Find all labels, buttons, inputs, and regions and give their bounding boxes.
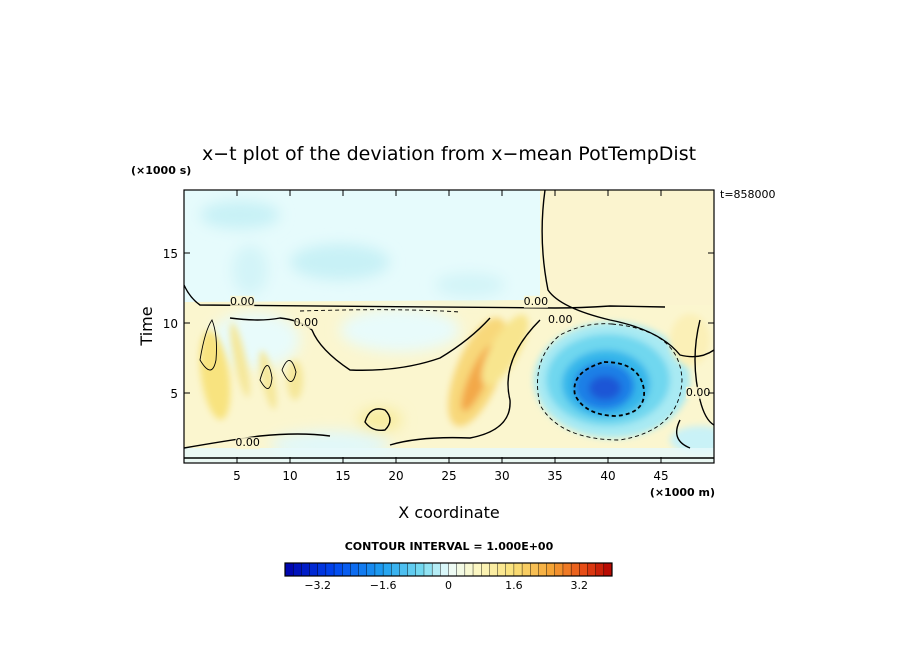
y-axis: 5 10 15 [163, 247, 714, 401]
colorbar-swatch [530, 562, 539, 577]
chart-title: x−t plot of the deviation from x−mean Po… [202, 143, 696, 165]
contour-label-bg [686, 386, 711, 399]
colorbar-swatch [546, 562, 556, 577]
x-axis-label: X coordinate [398, 503, 499, 522]
contour-interval-label: CONTOUR INTERVAL = 1.000E+00 [345, 540, 554, 553]
x-tick-label: 45 [653, 469, 668, 483]
colorbar-swatch [456, 562, 466, 577]
x-unit-label: (×1000 m) [650, 486, 715, 499]
colorbar-swatch [399, 562, 409, 577]
y-tick-label: 15 [163, 247, 178, 261]
colorbar-swatch [481, 562, 490, 577]
y-unit-label: (×1000 s) [131, 164, 191, 177]
x-axis: 5 10 15 20 25 30 35 40 45 [233, 190, 669, 483]
x-tick-label: 25 [441, 469, 456, 483]
colorbar-swatch [440, 562, 450, 577]
colorbar-tick-label: 3.2 [571, 579, 589, 592]
contour-label-bg [235, 437, 260, 450]
x-tick-label: 20 [388, 469, 403, 483]
contour-label: 0.00 [548, 313, 573, 326]
colorbar-swatch [350, 562, 360, 577]
colorbar-swatch [407, 562, 417, 577]
colorbar-swatch [391, 562, 400, 577]
colorbar-swatch [358, 562, 368, 577]
time-stamp-label: t=858000 [720, 188, 776, 201]
contour-labels: 0.00 0.00 0.00 0.00 0.00 0.00 [230, 295, 711, 450]
colorbar-swatch [423, 562, 433, 577]
colorbar-swatch [521, 562, 531, 577]
colorbar-swatch [309, 562, 319, 577]
contour-label: 0.00 [294, 316, 319, 329]
colorbar-swatch [489, 562, 499, 577]
colorbar-swatch [374, 562, 384, 577]
colorbar-swatch [513, 562, 523, 577]
colorbar-swatch [382, 562, 392, 577]
x-tick-label: 30 [494, 469, 509, 483]
colorbar-swatch [415, 562, 425, 577]
colorbar-ticks: −3.2 −1.6 0 1.6 3.2 [304, 579, 588, 592]
colorbar-swatch [284, 562, 294, 577]
colorbar-swatch [603, 562, 613, 577]
colorbar-swatch [472, 562, 482, 577]
colorbar-swatch [505, 562, 515, 577]
x-tick-label: 15 [335, 469, 350, 483]
contour-label: 0.00 [524, 295, 549, 308]
contour-label: 0.00 [686, 386, 711, 399]
colorbar-swatch [301, 562, 311, 577]
contour-label: 0.00 [235, 436, 260, 449]
colorbar-frame [284, 562, 613, 577]
colorbar-swatch [554, 562, 564, 577]
x-tick-label: 40 [600, 469, 615, 483]
y-axis-label: Time [137, 306, 156, 346]
colorbar [284, 562, 613, 577]
colorbar-tick-label: 1.6 [505, 579, 523, 592]
x-tick-label: 35 [547, 469, 562, 483]
heatmap-field [184, 190, 714, 463]
colorbar-tick-label: 0 [445, 579, 452, 592]
y-tick-label: 5 [170, 387, 178, 401]
colorbar-swatch [570, 562, 580, 577]
x-tick-label: 5 [233, 469, 241, 483]
colorbar-swatch [538, 562, 548, 577]
colorbar-swatch [595, 562, 605, 577]
negative-contours [299, 309, 683, 441]
colorbar-swatch [431, 562, 441, 577]
colorbar-swatch [366, 562, 376, 577]
contour-label: 0.00 [230, 295, 255, 308]
y-tick-label: 10 [163, 317, 178, 331]
colorbar-swatch [333, 562, 343, 577]
colorbar-swatch [587, 562, 597, 577]
colorbar-swatch [317, 562, 327, 577]
contour-label-bg [548, 314, 573, 326]
colorbar-tick-label: −3.2 [304, 579, 331, 592]
contour-label-bg [230, 295, 255, 308]
colorbar-swatch [292, 562, 302, 577]
colorbar-swatch [464, 562, 474, 577]
contour-label-bg [523, 295, 548, 308]
colorbar-swatch [579, 562, 588, 577]
colorbar-swatch [497, 562, 507, 577]
colorbar-swatch [325, 562, 335, 577]
colorbar-tick-label: −1.6 [370, 579, 397, 592]
colorbar-swatch [562, 562, 572, 577]
colorbar-swatch [342, 562, 351, 577]
contour-label-bg [293, 316, 318, 329]
colorbar-swatch [448, 562, 458, 577]
x-tick-label: 10 [282, 469, 297, 483]
